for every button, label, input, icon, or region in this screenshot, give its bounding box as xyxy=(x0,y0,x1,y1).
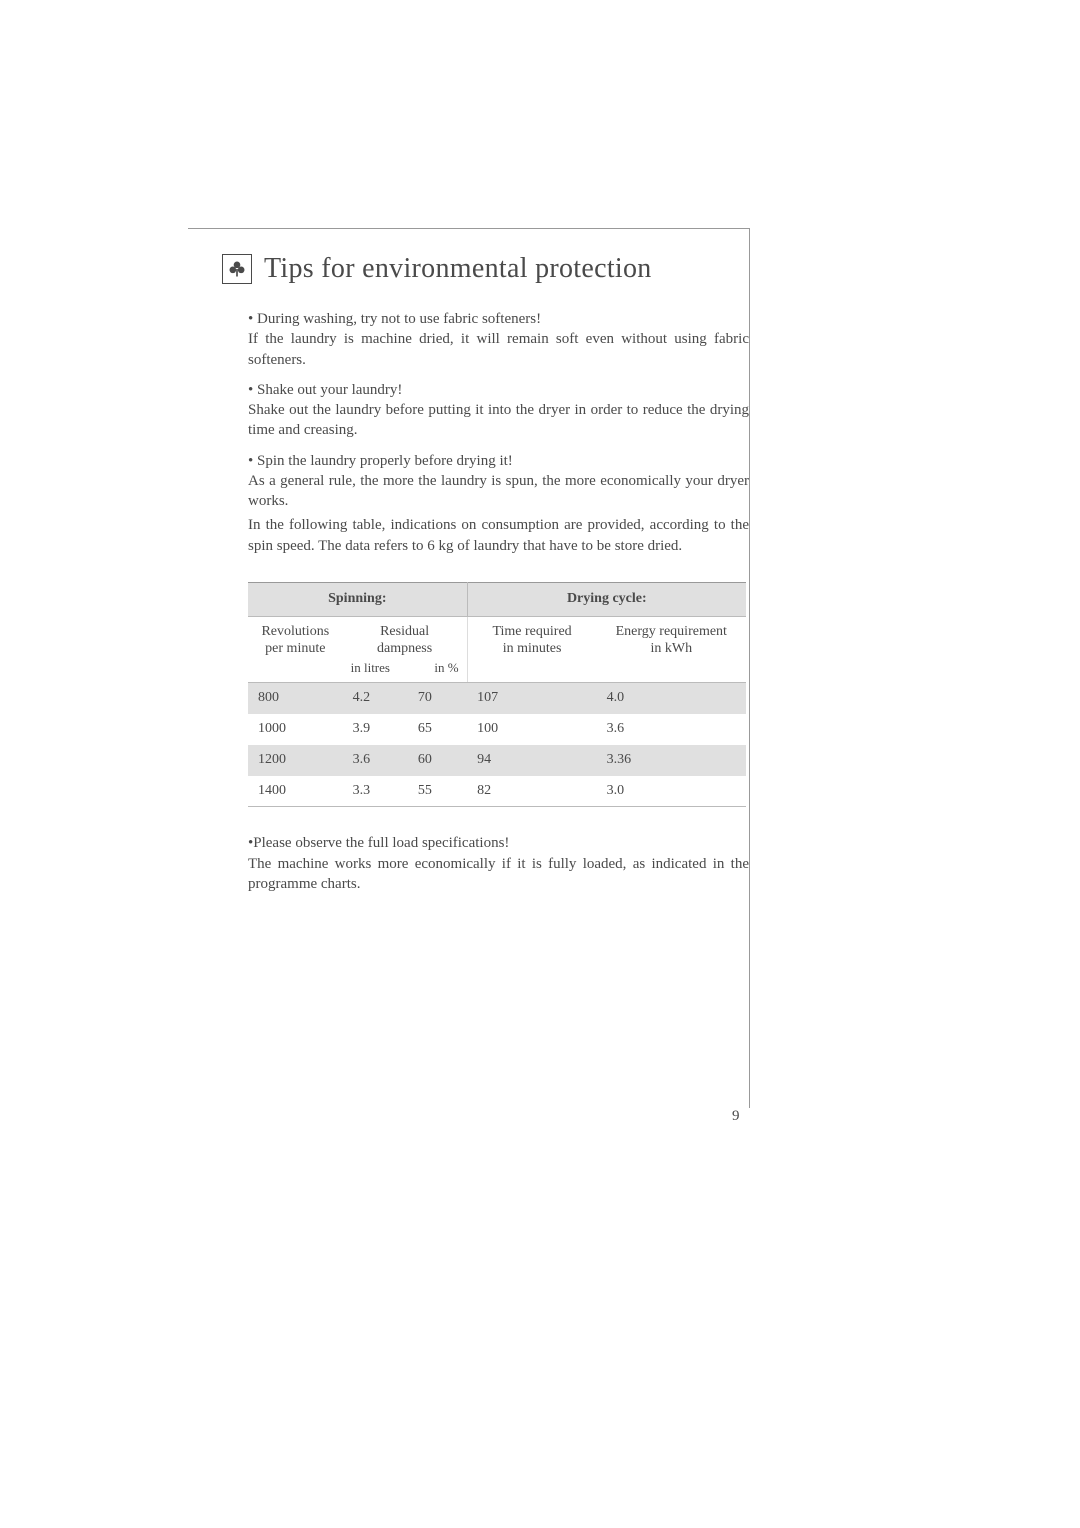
col-dampness: Residual dampness in litres in % xyxy=(343,616,467,682)
bullet-1-title: • During washing, try not to use fabric … xyxy=(248,309,749,329)
table-header-spinning: Spinning: xyxy=(248,582,467,616)
bullet-2-body: Shake out the laundry before putting it … xyxy=(248,400,749,441)
bullet-4-body: The machine works more economically if i… xyxy=(248,854,749,895)
col-time: Time required in minutes xyxy=(467,616,596,682)
bullet-4-title: •Please observe the full load specificat… xyxy=(248,833,749,853)
bullet-2-title: • Shake out your laundry! xyxy=(248,380,749,400)
clover-icon xyxy=(222,254,252,284)
table-row: 1000 3.9 65 100 3.6 xyxy=(248,714,746,745)
table-header-drying: Drying cycle: xyxy=(467,582,746,616)
table-row: 800 4.2 70 107 4.0 xyxy=(248,682,746,713)
page-heading: Tips for environmental protection xyxy=(264,253,652,285)
bullet-1-body: If the laundry is machine dried, it will… xyxy=(248,329,749,370)
bullet-3-body-1: As a general rule, the more the laundry … xyxy=(248,471,749,512)
bullet-3-body-2: In the following table, indications on c… xyxy=(248,515,749,556)
col-rpm: Revolutions per minute xyxy=(248,616,343,682)
page-number: 9 xyxy=(732,1108,740,1125)
bullet-3-title: • Spin the laundry properly before dryin… xyxy=(248,451,749,471)
table-row: 1200 3.6 60 94 3.36 xyxy=(248,745,746,776)
col-energy: Energy requirement in kWh xyxy=(597,616,746,682)
consumption-table: Spinning: Drying cycle: Revolutions per … xyxy=(248,582,746,808)
table-row: 1400 3.3 55 82 3.0 xyxy=(248,776,746,807)
